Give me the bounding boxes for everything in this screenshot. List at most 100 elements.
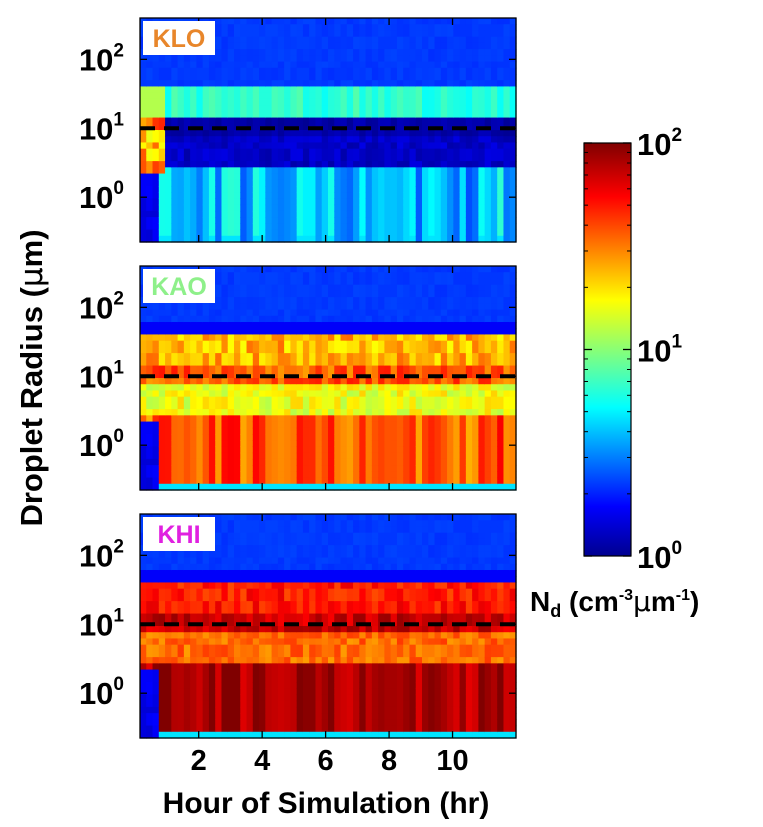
heatmap-cell — [284, 359, 291, 367]
heatmap-cell — [234, 130, 241, 137]
heatmap-cell — [183, 427, 191, 435]
heatmap-cell — [346, 235, 354, 243]
heatmap-cell — [315, 117, 323, 125]
heatmap-cell — [484, 340, 492, 348]
heatmap-cell — [290, 49, 298, 56]
heatmap-cell — [252, 396, 260, 404]
heatmap-cell — [284, 440, 291, 448]
heatmap-cell — [190, 186, 197, 193]
heatmap-cell — [422, 98, 429, 106]
heatmap-cell — [509, 117, 517, 125]
heatmap-cell — [428, 67, 436, 75]
heatmap-cell — [403, 223, 411, 231]
heatmap-cell — [234, 434, 241, 441]
heatmap-cell — [478, 117, 486, 125]
heatmap-cell — [478, 42, 486, 50]
heatmap-cell — [321, 173, 329, 181]
heatmap-cell — [259, 86, 266, 94]
heatmap-cell — [284, 297, 291, 304]
heatmap-cell — [371, 465, 379, 472]
heatmap-cell — [171, 657, 179, 664]
heatmap-cell — [302, 334, 310, 342]
heatmap-cell — [215, 594, 223, 602]
heatmap-cell — [478, 365, 486, 373]
heatmap-cell — [146, 446, 154, 454]
heatmap-cell — [478, 340, 486, 348]
heatmap-cell — [478, 440, 486, 448]
heatmap-cell — [353, 154, 360, 162]
heatmap-cell — [440, 67, 448, 75]
heatmap-cell — [509, 315, 517, 323]
heatmap-cell — [434, 186, 442, 193]
heatmap-cell — [215, 545, 223, 552]
heatmap-cell — [234, 49, 241, 56]
heatmap-cell — [371, 309, 379, 317]
heatmap-cell — [284, 328, 291, 336]
heatmap-cell — [146, 365, 154, 373]
heatmap-cell — [497, 148, 505, 156]
heatmap-cell — [328, 378, 335, 385]
heatmap-cell — [240, 80, 248, 88]
heatmap-cell — [215, 130, 223, 137]
heatmap-cell — [328, 297, 335, 304]
heatmap-cell — [459, 61, 467, 69]
heatmap-cell — [152, 632, 160, 640]
heatmap-cell — [490, 371, 498, 379]
heatmap-cell — [146, 557, 154, 565]
heatmap-cell — [221, 55, 229, 63]
heatmap-cell — [384, 359, 392, 367]
heatmap-cell — [422, 415, 429, 423]
heatmap-cell — [465, 136, 473, 144]
heatmap-cell — [509, 167, 517, 175]
heatmap-cell — [321, 458, 329, 466]
heatmap-cell — [490, 353, 498, 360]
heatmap-cell — [208, 638, 216, 646]
heatmap-cell — [509, 421, 517, 429]
heatmap-cell — [277, 297, 285, 304]
heatmap-cell — [390, 98, 398, 106]
heatmap-cell — [302, 148, 310, 156]
heatmap-cell — [152, 713, 160, 720]
heatmap-cell — [196, 725, 204, 733]
heatmap-cell — [359, 477, 367, 485]
heatmap-cell — [409, 136, 417, 144]
heatmap-cell — [484, 167, 492, 175]
heatmap-cell — [465, 458, 473, 466]
heatmap-cell — [384, 111, 392, 119]
heatmap-cell — [453, 297, 461, 304]
heatmap-cell — [177, 235, 185, 243]
heatmap-cell — [158, 669, 166, 677]
heatmap-cell — [490, 173, 498, 181]
heatmap-cell — [503, 322, 511, 329]
heatmap-cell — [146, 161, 154, 168]
heatmap-cell — [215, 365, 223, 373]
heatmap-cell — [177, 384, 185, 392]
heatmap-cell — [472, 80, 479, 88]
heatmap-cell — [152, 92, 160, 100]
heatmap-cell — [284, 86, 291, 94]
heatmap-cell — [227, 613, 235, 621]
heatmap-cell — [390, 415, 398, 423]
heatmap-cell — [240, 161, 248, 168]
heatmap-cell — [484, 36, 492, 44]
heatmap-cell — [208, 192, 216, 200]
heatmap-cell — [234, 167, 241, 175]
heatmap-cell — [165, 688, 172, 696]
heatmap-cell — [215, 532, 223, 540]
heatmap-cell — [183, 632, 191, 640]
heatmap-cell — [183, 446, 191, 454]
heatmap-cell — [215, 402, 223, 410]
heatmap-cell — [346, 315, 354, 323]
heatmap-cell — [509, 105, 517, 112]
heatmap-cell — [315, 278, 323, 286]
heatmap-cell — [509, 272, 517, 280]
heatmap-cell — [152, 303, 160, 311]
heatmap-cell — [302, 217, 310, 224]
heatmap-cell — [177, 626, 185, 633]
heatmap-cell — [321, 452, 329, 460]
heatmap-cell — [371, 297, 379, 304]
heatmap-cell — [434, 322, 442, 329]
heatmap-cell — [328, 117, 335, 125]
heatmap-cell — [371, 346, 379, 354]
heatmap-cell — [497, 192, 505, 200]
